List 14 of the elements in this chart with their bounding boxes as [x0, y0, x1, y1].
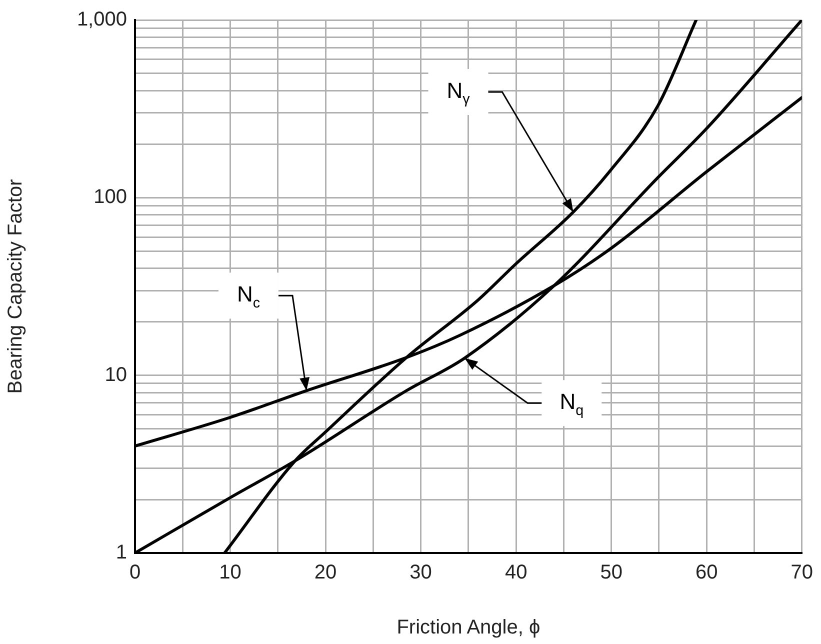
- x-tick-label: 50: [600, 562, 622, 584]
- y-tick-label: 10: [104, 364, 127, 386]
- x-axis-title: Friction Angle, ϕ: [396, 616, 540, 639]
- x-tick-label: 60: [695, 562, 718, 584]
- x-tick-label: 0: [129, 562, 141, 584]
- y-tick-label: 100: [94, 186, 127, 208]
- x-tick-label: 30: [410, 562, 432, 584]
- x-tick-label: 70: [790, 562, 813, 584]
- x-tick-label: 20: [314, 562, 337, 584]
- y-tick-label: 1,000: [76, 8, 127, 31]
- y-tick-label: 1: [116, 542, 127, 564]
- y-axis-title: Bearing Capacity Factor: [4, 178, 27, 394]
- x-tick-label: 40: [504, 562, 528, 584]
- x-tick-label: 10: [219, 562, 242, 584]
